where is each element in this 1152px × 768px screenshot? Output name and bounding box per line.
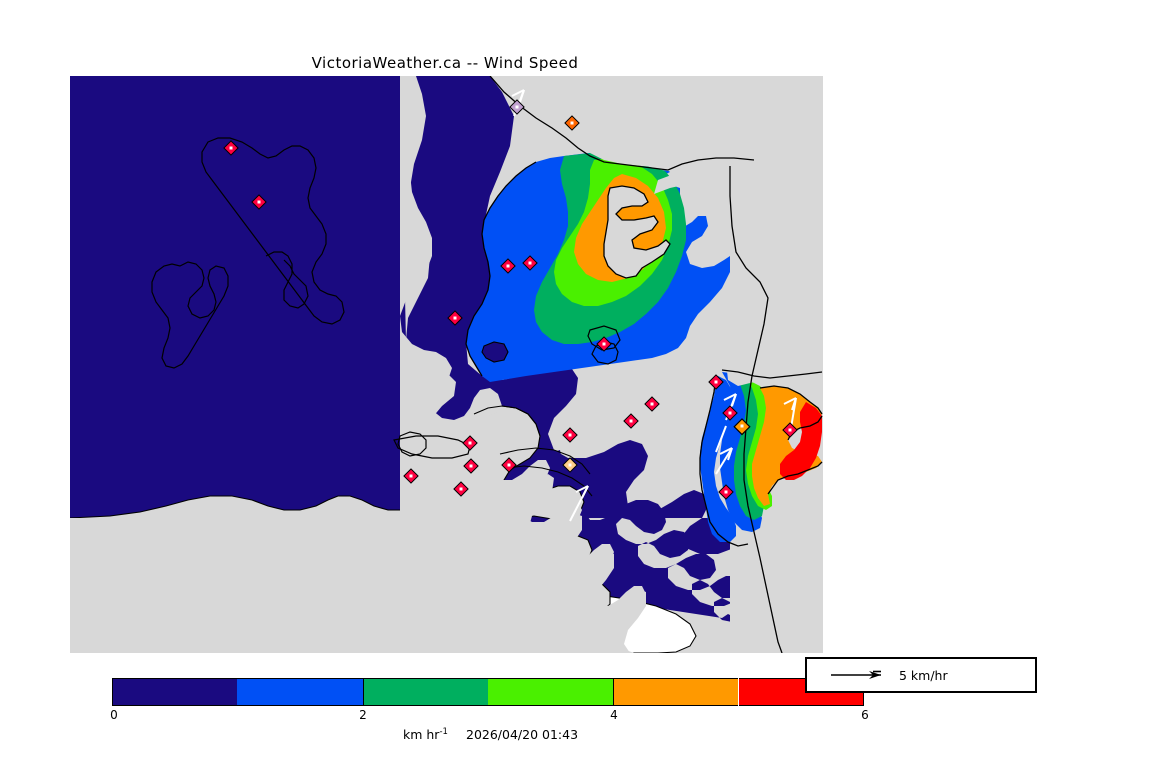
colorbar[interactable] — [112, 678, 864, 706]
island-sliver — [393, 435, 471, 459]
station-marker[interactable] — [500, 258, 516, 274]
station-marker[interactable] — [462, 435, 478, 451]
inlet-stroke-2 — [505, 465, 593, 497]
colorbar-segment-1 — [237, 678, 363, 706]
wind-barb-arrow-icon — [569, 485, 589, 522]
timestamp-label: 2026/04/20 01:43 — [466, 727, 579, 742]
wind-barb-arrow-icon — [715, 425, 727, 453]
colorbar-tick-label-4: 4 — [610, 708, 618, 722]
island-south — [151, 261, 229, 369]
colorbar-segment-3 — [487, 678, 614, 706]
station-marker[interactable] — [708, 374, 724, 390]
inlet-stroke-1 — [499, 447, 591, 475]
colorbar-segment-4 — [613, 678, 739, 706]
east-peninsula-coastline — [721, 369, 823, 379]
weather-map-canvas[interactable] — [70, 76, 823, 653]
station-marker[interactable] — [562, 457, 578, 473]
station-marker[interactable] — [722, 405, 738, 421]
island-north — [201, 137, 345, 325]
island-north-inner — [265, 251, 309, 309]
east-peninsula-tip-coast — [759, 385, 823, 415]
station-marker[interactable] — [522, 255, 538, 271]
colorbar-tick-label-6: 6 — [861, 708, 869, 722]
colorbar-units-label: km hr-1 — [403, 727, 448, 742]
station-marker[interactable] — [718, 484, 734, 500]
contour-band-0-1-west-sea — [70, 76, 410, 518]
west-coast-gray — [70, 76, 646, 653]
wind-barb-arrow-icon — [831, 670, 881, 679]
wind-scale-legend: 5 km/hr — [805, 657, 1037, 693]
wind-barb-arrow-icon — [715, 447, 733, 475]
east-peninsula-inner-coast — [767, 461, 823, 495]
colorbar-units-text: km hr — [403, 727, 440, 743]
north-peninsula-west-coast — [465, 161, 537, 377]
central-coastline-detail — [473, 405, 541, 437]
station-marker[interactable] — [564, 115, 580, 131]
station-marker[interactable] — [509, 99, 525, 115]
east-coast-main — [729, 166, 783, 653]
north-peninsula-coastline — [489, 76, 755, 171]
station-marker[interactable] — [782, 422, 798, 438]
page-title: VictoriaWeather.ca -- Wind Speed — [311, 54, 579, 72]
colorbar-tick-label-2: 2 — [359, 708, 367, 722]
wind-scale-label: 5 km/hr — [899, 668, 948, 683]
station-marker[interactable] — [562, 427, 578, 443]
contour-band-5-6-east — [780, 402, 822, 480]
colorbar-tick-label-0: 0 — [110, 708, 118, 722]
colorbar-segment-2 — [362, 678, 488, 706]
north-coast-gray-upper — [494, 76, 822, 168]
station-marker[interactable] — [403, 468, 419, 484]
weather-map-panel[interactable] — [70, 76, 823, 653]
station-marker[interactable] — [447, 310, 463, 326]
colorbar-units-exponent: -1 — [439, 727, 448, 737]
station-marker[interactable] — [453, 481, 469, 497]
station-marker[interactable] — [251, 194, 267, 210]
east-peninsula-south-coast — [699, 375, 749, 547]
island-blob-far-right — [587, 325, 621, 351]
station-marker[interactable] — [623, 413, 639, 429]
station-marker[interactable] — [733, 418, 751, 436]
lake-outline-1 — [481, 341, 509, 363]
station-marker[interactable] — [596, 336, 612, 352]
station-marker[interactable] — [501, 457, 517, 473]
bay-notch-north — [654, 170, 738, 194]
station-marker-layer[interactable] — [223, 99, 798, 500]
station-marker[interactable] — [223, 140, 239, 156]
colorbar-tick-line-2 — [362, 678, 364, 706]
island-small-mid — [397, 431, 427, 457]
station-marker[interactable] — [644, 396, 660, 412]
east-peninsula-gray-north — [726, 356, 822, 386]
north-peninsula-bay-coast — [603, 185, 671, 279]
colorbar-tick-line-4 — [613, 678, 615, 706]
station-marker[interactable] — [463, 458, 479, 474]
colorbar-segment-0 — [112, 678, 238, 706]
